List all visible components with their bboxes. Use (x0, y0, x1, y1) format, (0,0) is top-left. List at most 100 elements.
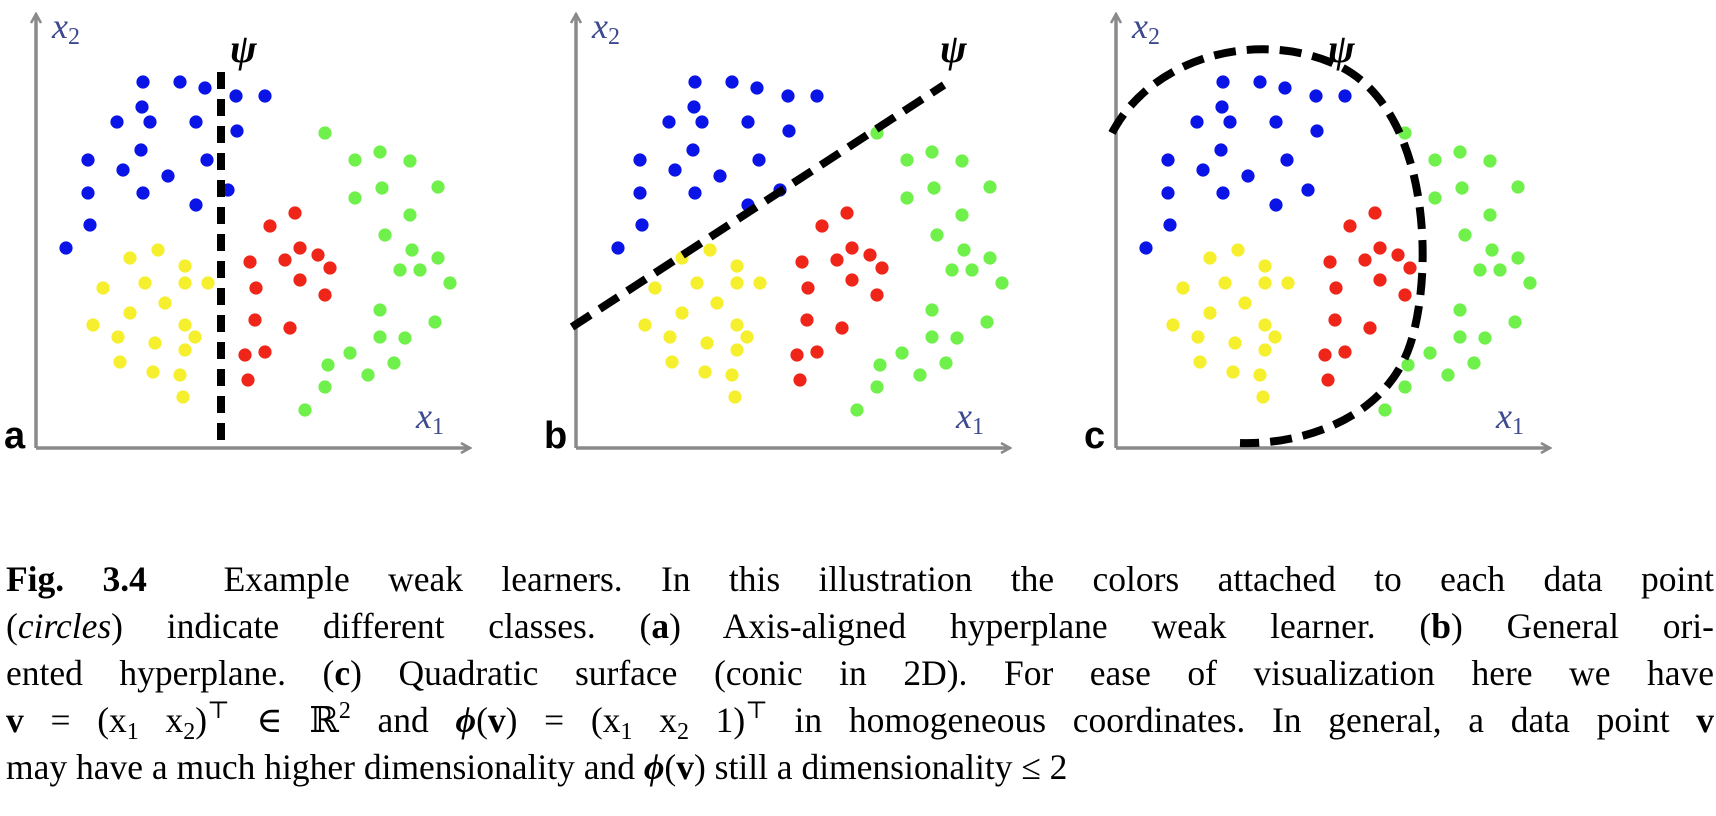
green-data-point (321, 358, 334, 371)
figure-label: Fig. 3.4 (6, 559, 147, 599)
x1-axis-label: x1 (1495, 396, 1524, 440)
blue-data-point (810, 89, 823, 102)
caption-text: ∈ ℝ (230, 700, 339, 740)
green-data-point (913, 368, 926, 381)
green-data-point (1441, 368, 1454, 381)
blue-data-point (750, 81, 763, 94)
red-data-point (263, 219, 276, 232)
yellow-data-point (665, 355, 678, 368)
green-data-point (1467, 356, 1480, 369)
green-data-point (950, 331, 963, 344)
caption-text: = (x (24, 700, 127, 740)
yellow-data-point (648, 281, 661, 294)
red-data-point (800, 313, 813, 326)
caption-text: v (6, 700, 24, 740)
blue-data-point (1216, 186, 1229, 199)
caption-text: v (676, 747, 694, 787)
yellow-data-point (1203, 251, 1216, 264)
green-data-point (955, 208, 968, 221)
blue-data-point (1338, 89, 1351, 102)
caption-text: 2 (677, 719, 689, 745)
blue-data-point (200, 153, 213, 166)
blue-data-point (662, 115, 675, 128)
panel-b: x2 x1 ψ b (544, 6, 1010, 457)
green-data-point (361, 368, 374, 381)
green-data-point (983, 251, 996, 264)
yellow-data-point (675, 306, 688, 319)
blue-data-point (635, 218, 648, 231)
blue-data-point (781, 89, 794, 102)
yellow-data-point (1193, 355, 1206, 368)
blue-data-point (59, 241, 72, 254)
green-data-point (393, 263, 406, 276)
blue-data-point (110, 115, 123, 128)
green-data-point (405, 243, 418, 256)
blue-data-point (1253, 75, 1266, 88)
green-data-point (873, 358, 886, 371)
red-data-point (1391, 248, 1404, 261)
caption-text: ) General ori- (1451, 606, 1714, 646)
blue-data-point (695, 115, 708, 128)
red-data-point (283, 321, 296, 334)
caption-text: v (488, 700, 506, 740)
green-data-point (980, 315, 993, 328)
panel-c: x2 x1 ψ c (1084, 6, 1550, 457)
yellow-data-point (1218, 276, 1231, 289)
yellow-data-point (730, 318, 743, 331)
red-data-point (293, 273, 306, 286)
green-data-point (431, 180, 444, 193)
red-data-point (835, 321, 848, 334)
yellow-data-point (1268, 330, 1281, 343)
yellow-data-point (730, 276, 743, 289)
blue-data-point (258, 89, 271, 102)
caption-text: ϕ (644, 747, 665, 787)
yellow-data-point (1166, 318, 1179, 331)
blue-data-point (687, 100, 700, 113)
blue-data-point (1161, 186, 1174, 199)
caption-text: and (351, 700, 456, 740)
yellow-data-point (1203, 306, 1216, 319)
blue-data-point (688, 75, 701, 88)
red-data-point (793, 373, 806, 386)
green-data-point (318, 126, 331, 139)
green-data-point (1453, 330, 1466, 343)
red-data-point (249, 281, 262, 294)
green-data-point (343, 346, 356, 359)
blue-data-point (1223, 115, 1236, 128)
caption-line-3: ented hyperplane. (c) Quadratic surface … (6, 650, 1714, 697)
x1-axis-label: x1 (415, 396, 444, 440)
green-data-point (945, 263, 958, 276)
blue-data-point (189, 115, 202, 128)
green-data-point (1483, 208, 1496, 221)
green-data-point (378, 228, 391, 241)
yellow-data-point (730, 343, 743, 356)
caption-text: a (651, 606, 669, 646)
red-data-point (1329, 281, 1342, 294)
yellow-data-point (201, 276, 214, 289)
red-data-point (870, 288, 883, 301)
green-data-point (443, 276, 456, 289)
red-data-point (293, 241, 306, 254)
caption-text: in homogeneous coordinates. In general, … (768, 700, 1696, 740)
red-data-point (238, 348, 251, 361)
green-data-point (1453, 145, 1466, 158)
blue-data-point (1310, 124, 1323, 137)
yellow-data-point (690, 276, 703, 289)
blue-data-point (229, 89, 242, 102)
red-data-point (1363, 321, 1376, 334)
blue-data-point (611, 241, 624, 254)
blue-data-point (1139, 241, 1152, 254)
caption-text: ) indicate different classes. ( (111, 606, 651, 646)
yellow-data-point (1176, 281, 1189, 294)
caption-text: may have a much higher dimensionality an… (6, 747, 644, 787)
blue-data-point (230, 124, 243, 137)
red-data-point (248, 313, 261, 326)
green-data-point (1523, 276, 1536, 289)
yellow-data-point (123, 306, 136, 319)
caption-text: ( (476, 700, 488, 740)
green-data-point (1508, 315, 1521, 328)
blue-data-point (161, 169, 174, 182)
blue-data-point (741, 115, 754, 128)
green-data-point (1428, 153, 1441, 166)
red-data-point (795, 255, 808, 268)
